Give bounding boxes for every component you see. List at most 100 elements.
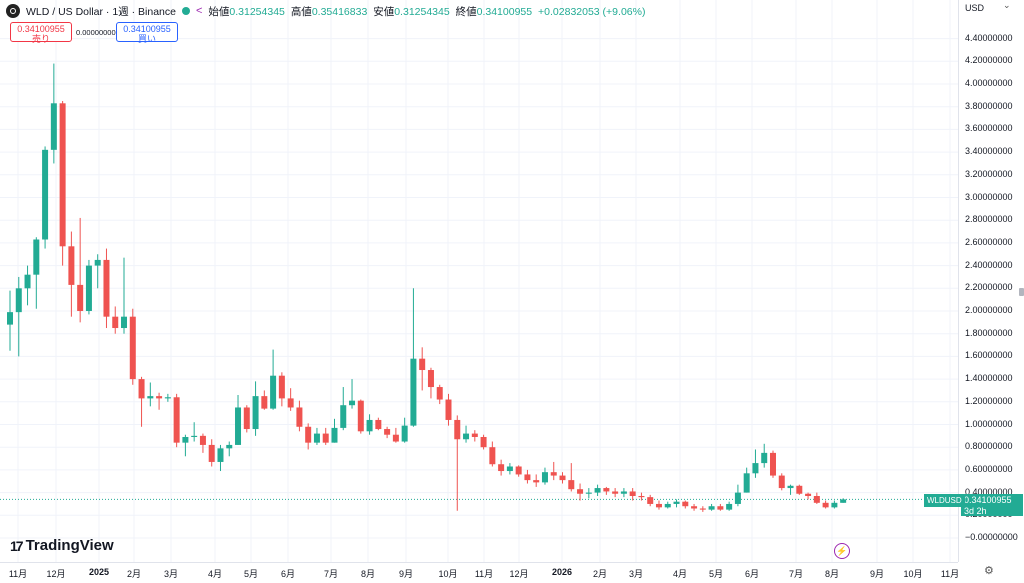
candle[interactable]: [655, 500, 662, 510]
candle[interactable]: [673, 499, 680, 508]
candle[interactable]: [699, 506, 706, 512]
candle[interactable]: [7, 290, 13, 351]
candle[interactable]: [524, 469, 531, 484]
candle[interactable]: [42, 146, 49, 249]
candle[interactable]: [629, 488, 636, 501]
candle[interactable]: [147, 382, 154, 407]
currency-selector[interactable]: USD: [965, 0, 1011, 13]
candle[interactable]: [813, 492, 820, 504]
candle[interactable]: [173, 393, 180, 448]
candle[interactable]: [585, 488, 592, 499]
candle[interactable]: [463, 425, 470, 443]
candle[interactable]: [761, 443, 768, 468]
candle[interactable]: [375, 417, 382, 431]
tradingview-logo[interactable]: 17 TradingView: [10, 537, 114, 554]
candle[interactable]: [384, 426, 391, 439]
candle[interactable]: [313, 427, 320, 445]
candle[interactable]: [691, 503, 698, 511]
candle[interactable]: [357, 399, 364, 434]
candle[interactable]: [612, 488, 619, 498]
lightning-icon[interactable]: ⚡: [834, 543, 850, 559]
candle[interactable]: [235, 394, 242, 445]
candle[interactable]: [550, 461, 557, 481]
candle[interactable]: [305, 423, 312, 450]
candle[interactable]: [734, 484, 741, 507]
candle[interactable]: [322, 427, 329, 445]
candle[interactable]: [261, 390, 268, 410]
candle[interactable]: [840, 498, 847, 503]
panel-resize-handle[interactable]: [1019, 288, 1024, 296]
candle[interactable]: [454, 415, 461, 511]
candle[interactable]: [199, 433, 206, 453]
candle[interactable]: [287, 388, 294, 411]
candle[interactable]: [349, 379, 356, 409]
candle[interactable]: [164, 393, 171, 402]
price-axis[interactable]: USD 4.40000000 4.20000000 4.00000000 3.8000…: [958, 0, 1024, 562]
candle[interactable]: [752, 449, 759, 478]
candle[interactable]: [24, 265, 31, 306]
candle[interactable]: [577, 483, 584, 501]
candle[interactable]: [129, 308, 136, 385]
candle[interactable]: [769, 450, 776, 478]
candle[interactable]: [796, 484, 803, 495]
candle[interactable]: [278, 372, 285, 407]
candle[interactable]: [340, 387, 347, 431]
candle[interactable]: [726, 501, 733, 511]
candle[interactable]: [156, 392, 163, 410]
candle[interactable]: [515, 465, 522, 477]
candle[interactable]: [59, 101, 66, 266]
candle[interactable]: [138, 376, 145, 427]
candle[interactable]: [541, 467, 548, 485]
candlestick-chart[interactable]: [0, 0, 958, 562]
candle[interactable]: [419, 347, 426, 391]
candle[interactable]: [471, 430, 478, 442]
time-axis[interactable]: 11月 12月 2025 2月 3月 4月 5月 6月 7月 8月 9月 10月 11月 12月 2026 2…: [0, 562, 959, 583]
candle[interactable]: [708, 503, 715, 511]
candle[interactable]: [436, 384, 443, 405]
symbol-title[interactable]: WLD / US Dollar · 1週 · Binance: [26, 5, 176, 18]
candle[interactable]: [717, 503, 724, 511]
candle[interactable]: [243, 405, 250, 433]
candle[interactable]: [121, 257, 128, 334]
candle[interactable]: [33, 237, 40, 309]
candle[interactable]: [50, 63, 57, 164]
candle[interactable]: [182, 434, 189, 457]
chart-plot-area[interactable]: [0, 0, 958, 562]
candle[interactable]: [533, 474, 540, 487]
candle[interactable]: [594, 484, 601, 497]
candle[interactable]: [94, 254, 101, 289]
candle[interactable]: [682, 500, 689, 509]
candle[interactable]: [427, 367, 434, 399]
candle[interactable]: [296, 400, 303, 432]
candle[interactable]: [620, 488, 627, 498]
candle[interactable]: [112, 306, 119, 334]
candle[interactable]: [743, 467, 750, 493]
candle[interactable]: [392, 427, 399, 443]
candle[interactable]: [68, 231, 75, 317]
candle[interactable]: [489, 441, 496, 467]
candle[interactable]: [647, 494, 654, 507]
candle[interactable]: [252, 381, 259, 436]
candle[interactable]: [366, 414, 373, 435]
candle[interactable]: [410, 288, 417, 427]
candle[interactable]: [559, 472, 566, 484]
candle[interactable]: [191, 422, 198, 442]
candle[interactable]: [217, 444, 224, 472]
candle[interactable]: [226, 441, 233, 457]
candle[interactable]: [568, 463, 575, 492]
candle[interactable]: [506, 463, 513, 475]
candle[interactable]: [805, 492, 812, 500]
buy-button[interactable]: 0.34100955 買い: [116, 22, 178, 44]
candle[interactable]: [638, 492, 645, 501]
candle[interactable]: [603, 486, 610, 495]
candle[interactable]: [498, 459, 505, 476]
candle[interactable]: [778, 473, 785, 491]
candle[interactable]: [103, 248, 110, 329]
candle[interactable]: [822, 500, 829, 509]
candle[interactable]: [664, 501, 671, 509]
candle[interactable]: [208, 439, 215, 467]
settings-gear-icon[interactable]: ⚙: [984, 565, 994, 577]
sell-button[interactable]: 0.34100955 売り: [10, 22, 72, 44]
candle[interactable]: [85, 259, 92, 315]
share-icon[interactable]: <: [195, 5, 203, 17]
